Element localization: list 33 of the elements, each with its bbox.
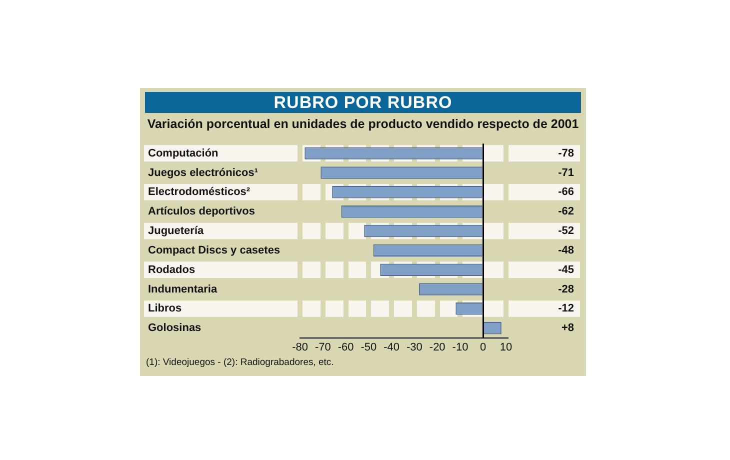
data-label: -78 xyxy=(558,147,574,160)
x-tick-label: 0 xyxy=(480,341,486,354)
data-label: -71 xyxy=(558,166,574,179)
y-tick-label: Juguetería xyxy=(148,225,205,238)
y-tick-label: Indumentaria xyxy=(148,283,218,296)
y-tick-label: Rodados xyxy=(148,264,196,276)
y-tick-label: Computación xyxy=(148,147,219,160)
y-tick-label: Compact Discs y casetes xyxy=(148,244,280,256)
y-tick-label: Electrodomésticos² xyxy=(148,186,250,198)
data-label: +8 xyxy=(561,322,574,334)
x-tick-label: -60 xyxy=(338,341,354,354)
chart-title: RUBRO POR RUBRO xyxy=(145,92,581,113)
data-label: -12 xyxy=(558,302,574,315)
x-tick-label: -40 xyxy=(384,341,400,354)
x-tick-label: 10 xyxy=(500,341,512,354)
x-tick-label: -80 xyxy=(292,341,308,354)
y-tick-label: Juegos electrónicos¹ xyxy=(148,166,258,179)
data-label: -66 xyxy=(558,186,574,198)
x-tick-label: -20 xyxy=(429,341,446,354)
y-tick-label: Libros xyxy=(148,302,182,315)
chart-subtitle: Variación porcentual en unidades de producto vendido respecto de 2001 xyxy=(146,117,580,131)
x-tick-label: -70 xyxy=(315,341,331,354)
y-tick-label: Golosinas xyxy=(148,322,202,334)
data-label: -52 xyxy=(558,225,574,238)
x-tick-label: -10 xyxy=(452,341,468,354)
y-tick-label: Artículos deportivos xyxy=(148,206,255,218)
data-label: -62 xyxy=(558,206,574,218)
data-label: -48 xyxy=(558,244,574,256)
x-tick-label: -30 xyxy=(406,341,422,354)
data-label: -45 xyxy=(558,264,574,276)
x-tick-label: -50 xyxy=(360,341,377,354)
text: (1): Videojuegos - (2): Radiograbadores, etc. xyxy=(146,357,335,368)
data-label: -28 xyxy=(558,283,574,296)
